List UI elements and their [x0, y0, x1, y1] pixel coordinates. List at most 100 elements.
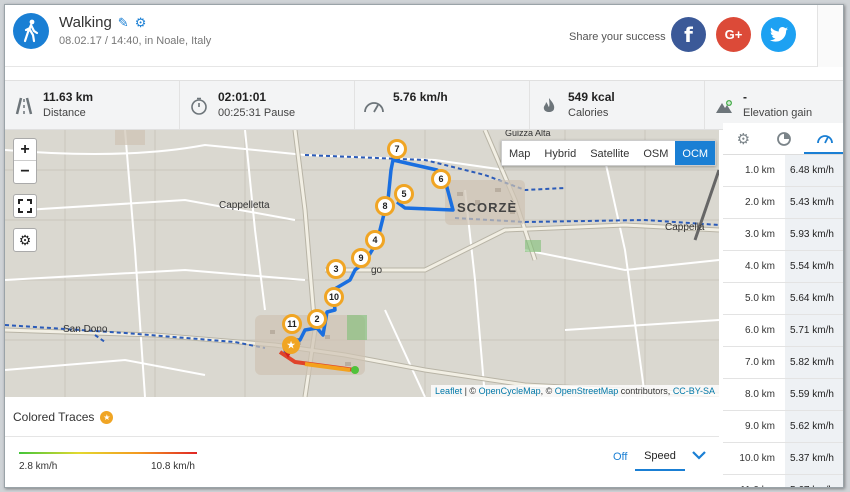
route-map[interactable]: Cappelletta SCORZÈ San Dono Cappella go …	[5, 130, 719, 397]
layer-map-button[interactable]: Map	[509, 148, 531, 160]
split-row: 2.0 km 5.43 km/h	[723, 187, 843, 219]
mountain-icon	[716, 100, 732, 113]
stat-value: 02:01:01	[218, 90, 267, 104]
stat-value: -	[743, 90, 747, 104]
split-speed: 5.82 km/h	[785, 347, 843, 378]
stat-value: 549 kcal	[568, 90, 615, 104]
fullscreen-button[interactable]	[13, 194, 37, 218]
split-km: 10.0 km	[739, 453, 775, 464]
stat-speed: 5.76 km/h	[355, 81, 530, 129]
zoom-in-button[interactable]: +	[14, 139, 36, 161]
map-label-gazza: Guizza Alta	[505, 130, 551, 138]
stopwatch-icon	[191, 97, 207, 115]
pace-tab[interactable]	[764, 123, 805, 154]
km-marker[interactable]: 3	[326, 259, 346, 279]
flame-icon	[543, 98, 555, 112]
split-speed: 5.43 km/h	[785, 187, 843, 218]
km-marker[interactable]: 5	[394, 184, 414, 204]
map-label-scorze: SCORZÈ	[457, 200, 518, 215]
pencil-icon[interactable]: ✎	[117, 14, 129, 30]
traces-mode-select[interactable]: Speed	[635, 443, 685, 471]
split-row: 8.0 km 5.59 km/h	[723, 379, 843, 411]
split-row: 9.0 km 5.62 km/h	[723, 411, 843, 443]
split-row: 4.0 km 5.54 km/h	[723, 251, 843, 283]
split-km: 6.0 km	[744, 325, 775, 336]
split-row: 5.0 km 5.64 km/h	[723, 283, 843, 315]
colored-traces-panel: Colored Traces ★ 2.8 km/h 10.8 km/h Off …	[5, 398, 719, 487]
split-speed: 5.67 km/h	[785, 475, 843, 487]
km-marker[interactable]: 11	[282, 314, 302, 334]
split-speed: 5.37 km/h	[785, 443, 843, 474]
star-icon: ★	[100, 410, 114, 424]
map-settings-button[interactable]: ⚙	[13, 228, 37, 252]
stat-elevation: - Elevation gain	[705, 81, 843, 129]
split-km: 8.0 km	[744, 389, 775, 400]
road-icon	[15, 97, 33, 115]
attr-contrib: contributors,	[618, 386, 673, 396]
stat-label: Calories	[568, 107, 609, 119]
splits-table: 1.0 km 6.48 km/h 2.0 km 5.43 km/h 3.0 km 5.…	[723, 155, 843, 487]
speed-tab[interactable]	[804, 123, 843, 154]
speed-gradient-bar	[19, 452, 197, 454]
layer-hybrid-button[interactable]: Hybrid	[544, 148, 577, 160]
twitter-icon	[769, 27, 788, 42]
attr-sep: | ©	[462, 386, 479, 396]
map-label-rio: go	[371, 265, 383, 276]
layer-ocm-button[interactable]: OCM	[675, 141, 716, 165]
gradient-min-label: 2.8 km/h	[19, 461, 58, 472]
split-km: 5.0 km	[744, 293, 775, 304]
openstreetmap-link[interactable]: OpenStreetMap	[554, 386, 619, 396]
stat-duration: 02:01:01 00:25:31 Pause	[180, 81, 355, 129]
split-speed: 5.64 km/h	[785, 283, 843, 314]
gear-icon[interactable]: ⚙	[134, 14, 147, 30]
stats-bar: 11.63 km Distance 02:01:01 00:25:31 Paus…	[5, 80, 843, 130]
traces-off-button[interactable]: Off	[613, 451, 628, 463]
divider	[5, 436, 719, 437]
chevron-down-icon[interactable]	[691, 447, 707, 463]
gear-icon: ⚙	[18, 231, 32, 248]
split-km: 11.0 km	[723, 475, 785, 487]
stat-distance: 11.63 km Distance	[5, 81, 180, 129]
km-marker[interactable]: 9	[351, 248, 371, 268]
map-label-san-dono: San Dono	[63, 324, 108, 335]
google-plus-share-button[interactable]: G+	[716, 17, 751, 52]
km-marker[interactable]: 10	[324, 287, 344, 307]
layer-osm-button[interactable]: OSM	[643, 148, 669, 160]
split-km: 3.0 km	[744, 229, 775, 240]
split-speed: 5.54 km/h	[785, 251, 843, 282]
km-marker[interactable]: 8	[375, 196, 395, 216]
twitter-share-button[interactable]	[761, 17, 796, 52]
split-speed: 5.71 km/h	[785, 315, 843, 346]
speedometer-icon	[816, 134, 833, 143]
colored-traces-title: Colored Traces	[13, 410, 95, 424]
stat-label: Elevation gain	[743, 107, 813, 119]
gear-icon: ⚙	[736, 130, 751, 148]
km-marker[interactable]: 4	[365, 230, 385, 250]
layer-satellite-button[interactable]: Satellite	[590, 148, 630, 160]
km-marker[interactable]: 2	[307, 309, 327, 329]
split-row: 6.0 km 5.71 km/h	[723, 315, 843, 347]
opencyclemap-link[interactable]: OpenCycleMap	[478, 386, 541, 396]
split-row: 11.0 km5.67 km/h	[723, 475, 843, 487]
start-star-icon[interactable]: ★	[282, 336, 300, 354]
stat-value: 11.63 km	[43, 90, 94, 104]
leaflet-link[interactable]: Leaflet	[435, 386, 463, 396]
colored-traces-title-row: Colored Traces ★	[13, 410, 114, 424]
facebook-share-button[interactable]: f	[671, 17, 706, 52]
walking-icon	[13, 13, 49, 49]
license-link[interactable]: CC-BY-SA	[672, 386, 715, 396]
settings-tab[interactable]: ⚙	[723, 123, 764, 154]
km-marker[interactable]: 6	[431, 169, 451, 189]
pace-icon	[777, 131, 791, 146]
header-right-gutter	[817, 5, 843, 67]
split-km: 4.0 km	[744, 261, 775, 272]
split-km: 7.0 km	[744, 357, 775, 368]
split-speed: 6.48 km/h	[785, 155, 843, 186]
fullscreen-icon	[18, 199, 32, 213]
speedometer-icon	[364, 102, 384, 113]
zoom-out-button[interactable]: −	[20, 163, 30, 180]
activity-title-row: Walking ✎ ⚙	[59, 14, 146, 31]
split-speed: 5.62 km/h	[785, 411, 843, 442]
km-marker[interactable]: 7	[387, 139, 407, 159]
splits-tabs: ⚙	[723, 123, 843, 155]
